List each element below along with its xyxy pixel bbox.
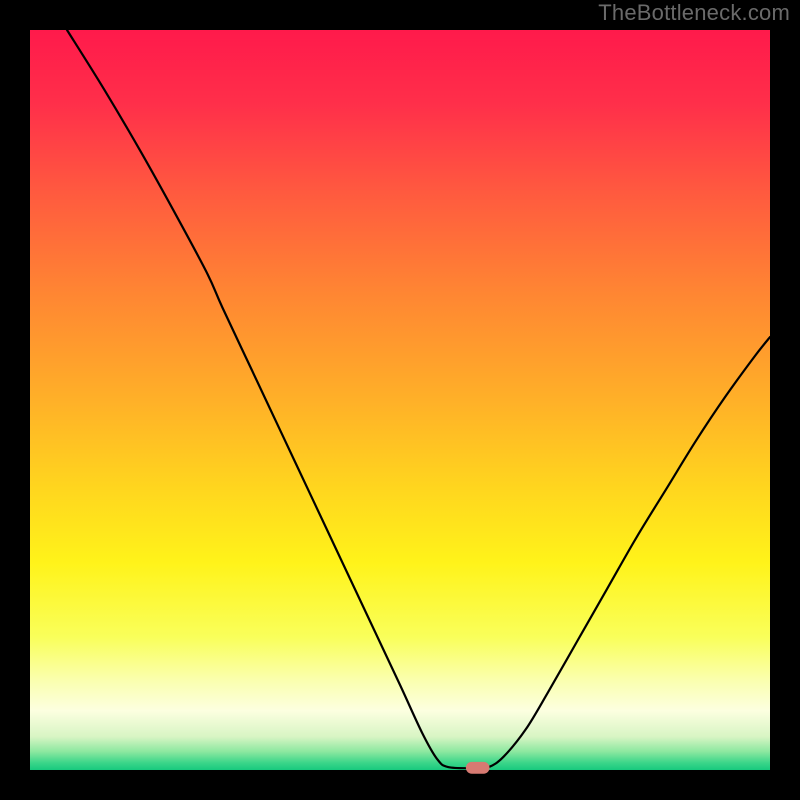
watermark-text: TheBottleneck.com	[598, 0, 790, 26]
chart-frame: TheBottleneck.com	[0, 0, 800, 800]
bottleneck-curve-chart	[0, 0, 800, 800]
plot-background	[30, 30, 770, 770]
optimum-marker	[466, 762, 490, 774]
